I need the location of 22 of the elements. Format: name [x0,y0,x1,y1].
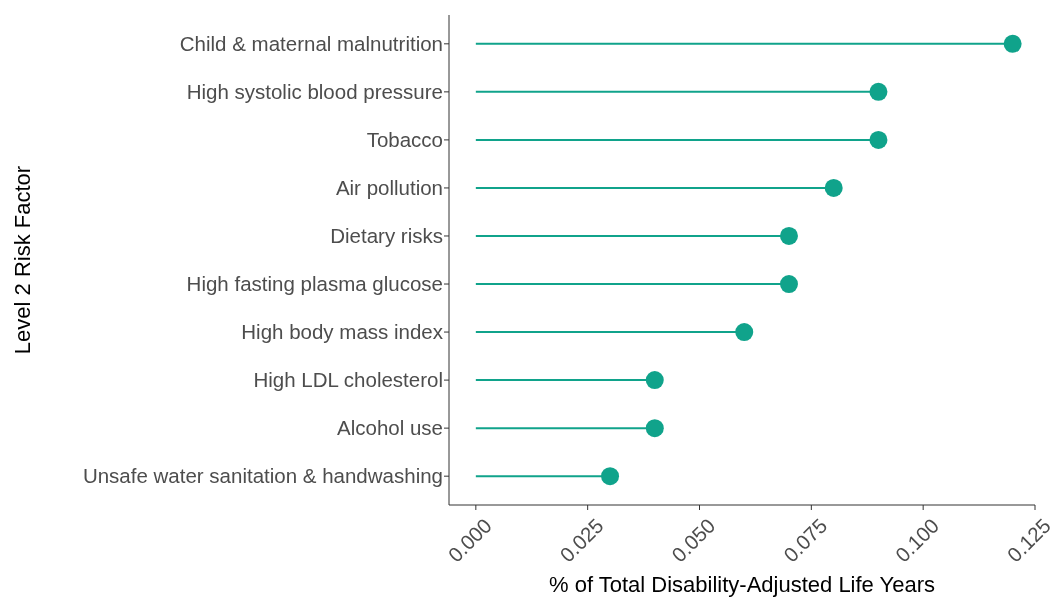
y-tick-label: Unsafe water sanitation & handwashing [82,464,443,488]
y-tick-label: Air pollution [335,176,443,200]
point [779,275,798,294]
y-axis-title: Level 2 Risk Factor [10,165,35,355]
point [601,467,620,486]
point [869,130,888,149]
point [1003,34,1022,53]
point [735,323,754,342]
point [869,82,888,101]
point [824,178,843,197]
y-tick-label: High systolic blood pressure [186,80,443,104]
x-axis-title: % of Total Disability-Adjusted Life Years [548,572,936,597]
point [645,419,664,438]
point [779,226,798,245]
point [645,371,664,390]
y-tick-label: Dietary risks [330,224,443,248]
y-tick-label: High fasting plasma glucose [186,272,443,296]
y-tick-label: Child & maternal malnutrition [179,32,443,55]
y-tick-label: High LDL cholesterol [253,368,443,392]
y-tick-label: Alcohol use [337,416,443,440]
y-tick-label: High body mass index [241,320,444,344]
y-tick-label: Tobacco [366,128,443,152]
